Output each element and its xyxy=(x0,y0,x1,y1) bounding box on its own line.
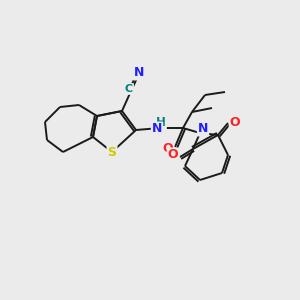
Text: H: H xyxy=(156,116,166,128)
Text: N: N xyxy=(134,67,144,80)
Text: S: S xyxy=(107,146,116,158)
Text: C: C xyxy=(125,84,133,94)
Text: O: O xyxy=(230,116,240,130)
Text: O: O xyxy=(168,148,178,161)
Text: O: O xyxy=(163,142,173,155)
Text: N: N xyxy=(152,122,162,136)
Text: N: N xyxy=(198,122,208,136)
